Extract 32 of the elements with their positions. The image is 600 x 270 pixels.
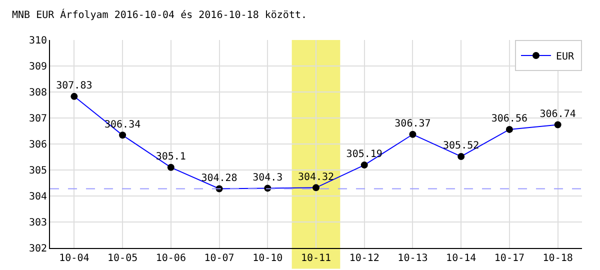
x-tick-label: 10-17 — [494, 253, 525, 264]
data-label: 304.32 — [298, 172, 334, 183]
y-tick-label: 303 — [28, 218, 47, 228]
y-tick-label: 306 — [28, 140, 47, 150]
data-label: 304.28 — [201, 172, 238, 184]
data-label: 305.19 — [346, 149, 382, 160]
x-tick-label: 10-12 — [349, 253, 380, 264]
x-tick-label: 10-13 — [398, 253, 428, 264]
data-label: 304.3 — [252, 172, 283, 184]
legend-label: EUR — [556, 51, 576, 62]
y-tick-label: 309 — [28, 62, 47, 72]
data-label: 306.74 — [540, 108, 576, 120]
x-tick-label: 10-04 — [59, 253, 90, 264]
y-tick-label: 307 — [28, 114, 47, 124]
y-tick-label: 304 — [28, 192, 47, 202]
x-tick-label: 10-05 — [107, 253, 138, 264]
x-tick-label: 10-18 — [542, 253, 573, 264]
x-tick-label: 10-07 — [204, 253, 234, 264]
x-tick-label: 10-10 — [252, 253, 283, 264]
x-tick-label: 10-14 — [446, 253, 476, 264]
data-label: 305.52 — [443, 140, 480, 152]
x-tick-label: 10-11 — [300, 253, 332, 264]
y-tick-label: 310 — [28, 36, 47, 46]
y-tick-label: 308 — [28, 88, 47, 98]
chart-title: MNB EUR Árfolyam 2016-10-04 és 2016-10-18 között. — [12, 8, 308, 21]
data-label: 306.37 — [394, 118, 431, 130]
data-label: 307.83 — [56, 80, 92, 92]
y-tick-label: 305 — [28, 166, 47, 176]
y-tick-label: 302 — [28, 244, 47, 254]
data-label: 306.56 — [491, 114, 528, 125]
data-label: 305.1 — [156, 152, 186, 163]
x-tick-label: 10-06 — [156, 253, 186, 264]
